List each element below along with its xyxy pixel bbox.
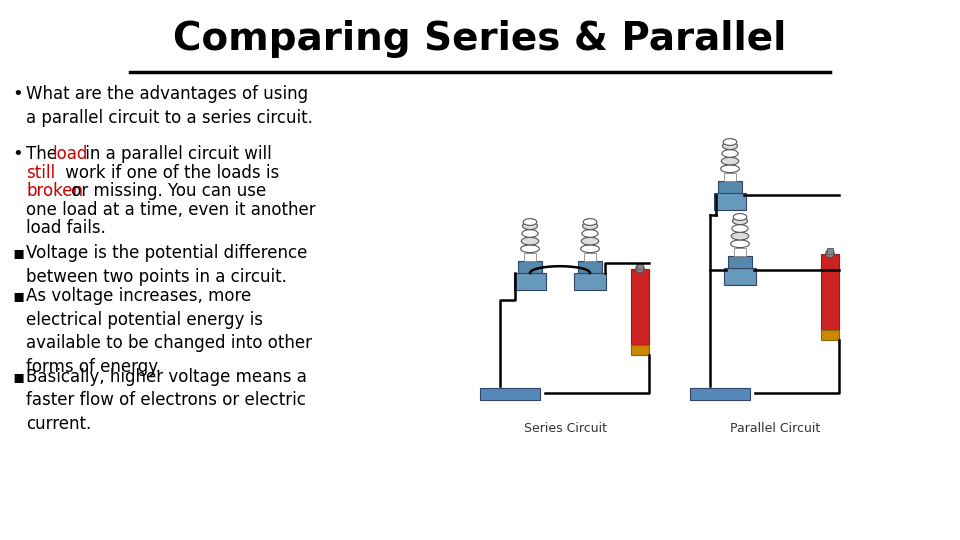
Text: ▪: ▪: [12, 287, 24, 305]
Bar: [728, 256, 752, 268]
Ellipse shape: [520, 245, 540, 253]
Ellipse shape: [731, 240, 750, 248]
Ellipse shape: [582, 237, 599, 245]
Bar: [631, 345, 649, 355]
Bar: [714, 193, 746, 210]
Ellipse shape: [732, 217, 748, 225]
Ellipse shape: [584, 219, 597, 225]
Text: load: load: [53, 145, 88, 163]
Ellipse shape: [523, 219, 537, 225]
Ellipse shape: [722, 150, 738, 157]
Text: Basically, higher voltage means a
faster flow of electrons or electric
current.: Basically, higher voltage means a faster…: [26, 368, 307, 433]
Text: The: The: [26, 145, 62, 163]
Bar: [821, 253, 839, 330]
Bar: [724, 173, 736, 181]
Text: load fails.: load fails.: [26, 219, 106, 238]
Bar: [718, 181, 742, 193]
Text: Series Circuit: Series Circuit: [523, 422, 607, 435]
Text: ▪: ▪: [12, 368, 24, 386]
Text: Voltage is the potential difference
between two points in a circuit.: Voltage is the potential difference betw…: [26, 244, 307, 286]
Bar: [827, 248, 833, 253]
Circle shape: [636, 264, 644, 273]
Ellipse shape: [522, 230, 538, 237]
Ellipse shape: [582, 230, 598, 237]
Bar: [524, 253, 536, 261]
Bar: [821, 330, 839, 340]
Bar: [724, 268, 756, 285]
Ellipse shape: [723, 142, 737, 150]
Text: •: •: [12, 85, 23, 103]
Bar: [734, 248, 746, 256]
Bar: [480, 388, 540, 400]
Bar: [690, 388, 750, 400]
Bar: [514, 273, 546, 290]
Bar: [636, 264, 643, 268]
Ellipse shape: [522, 222, 538, 230]
Text: or missing. You can use: or missing. You can use: [66, 182, 267, 200]
Ellipse shape: [733, 214, 747, 220]
Bar: [518, 261, 541, 273]
Ellipse shape: [732, 225, 748, 232]
Text: ▪: ▪: [12, 244, 24, 262]
Ellipse shape: [721, 157, 738, 165]
Text: one load at a time, even it another: one load at a time, even it another: [26, 201, 316, 219]
Text: in a parallel circuit will: in a parallel circuit will: [80, 145, 272, 163]
Ellipse shape: [721, 165, 739, 173]
Ellipse shape: [521, 237, 539, 245]
Text: As voltage increases, more
electrical potential energy is
available to be change: As voltage increases, more electrical po…: [26, 287, 312, 376]
Bar: [578, 261, 602, 273]
Text: Parallel Circuit: Parallel Circuit: [730, 422, 820, 435]
Ellipse shape: [581, 245, 599, 253]
Bar: [631, 268, 649, 345]
Ellipse shape: [583, 222, 597, 230]
Bar: [574, 273, 606, 290]
Text: Comparing Series & Parallel: Comparing Series & Parallel: [174, 20, 786, 58]
Text: still: still: [26, 164, 55, 181]
Bar: [584, 253, 596, 261]
Text: •: •: [12, 145, 23, 163]
Text: broken: broken: [26, 182, 83, 200]
Circle shape: [826, 249, 834, 258]
Text: work if one of the loads is: work if one of the loads is: [60, 164, 278, 181]
Ellipse shape: [732, 232, 749, 240]
Text: What are the advantages of using
a parallel circuit to a series circuit.: What are the advantages of using a paral…: [26, 85, 313, 126]
Ellipse shape: [723, 139, 737, 145]
